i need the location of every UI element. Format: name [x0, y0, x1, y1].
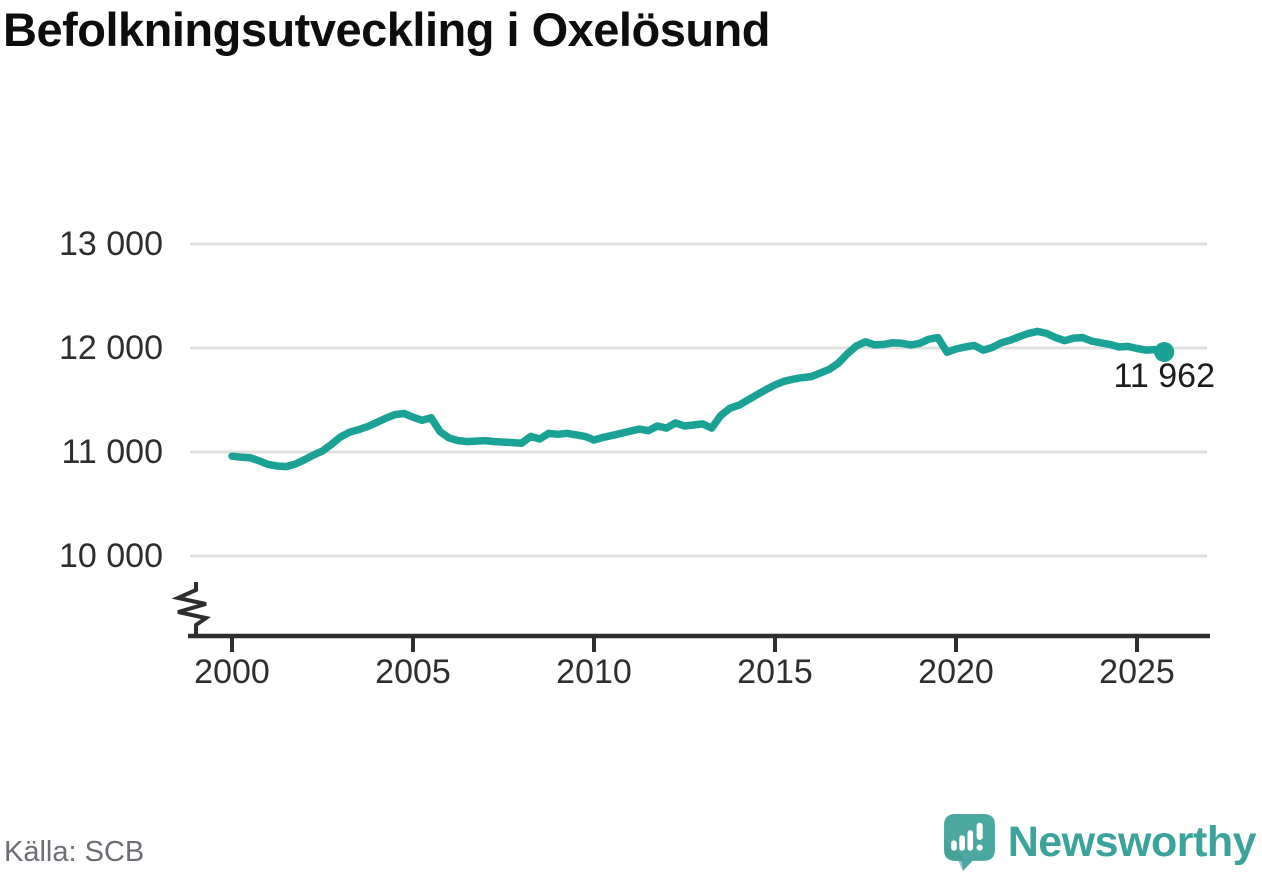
population-line	[228, 327, 1168, 471]
source-label: Källa: SCB	[4, 836, 145, 868]
y-tick-label: 13 000	[59, 225, 163, 263]
x-tick-label: 2020	[918, 653, 994, 691]
chart-title: Befolkningsutveckling i Oxelösund	[3, 3, 770, 56]
newsworthy-logo-icon	[943, 814, 995, 871]
y-axis-break-icon	[171, 582, 211, 636]
y-tick-label: 11 000	[61, 433, 163, 471]
x-tick-label: 2000	[194, 653, 270, 691]
series-end-dot	[1154, 342, 1175, 362]
y-tick-label: 12 000	[59, 329, 163, 367]
x-tick-label: 2010	[556, 653, 632, 691]
gridlines	[190, 242, 1207, 558]
newsworthy-wordmark: Newsworthy	[1007, 818, 1257, 866]
end-value-label: 11 962	[1113, 357, 1215, 395]
x-tick-label: 2005	[375, 653, 451, 691]
x-axis-ticks	[230, 638, 1139, 652]
x-tick-label: 2015	[737, 653, 813, 691]
logo-bars-icon	[950, 822, 983, 851]
y-tick-label: 10 000	[59, 537, 163, 575]
newsworthy-brand: Newsworthy	[943, 814, 1257, 871]
x-tick-label: 2025	[1099, 653, 1175, 691]
